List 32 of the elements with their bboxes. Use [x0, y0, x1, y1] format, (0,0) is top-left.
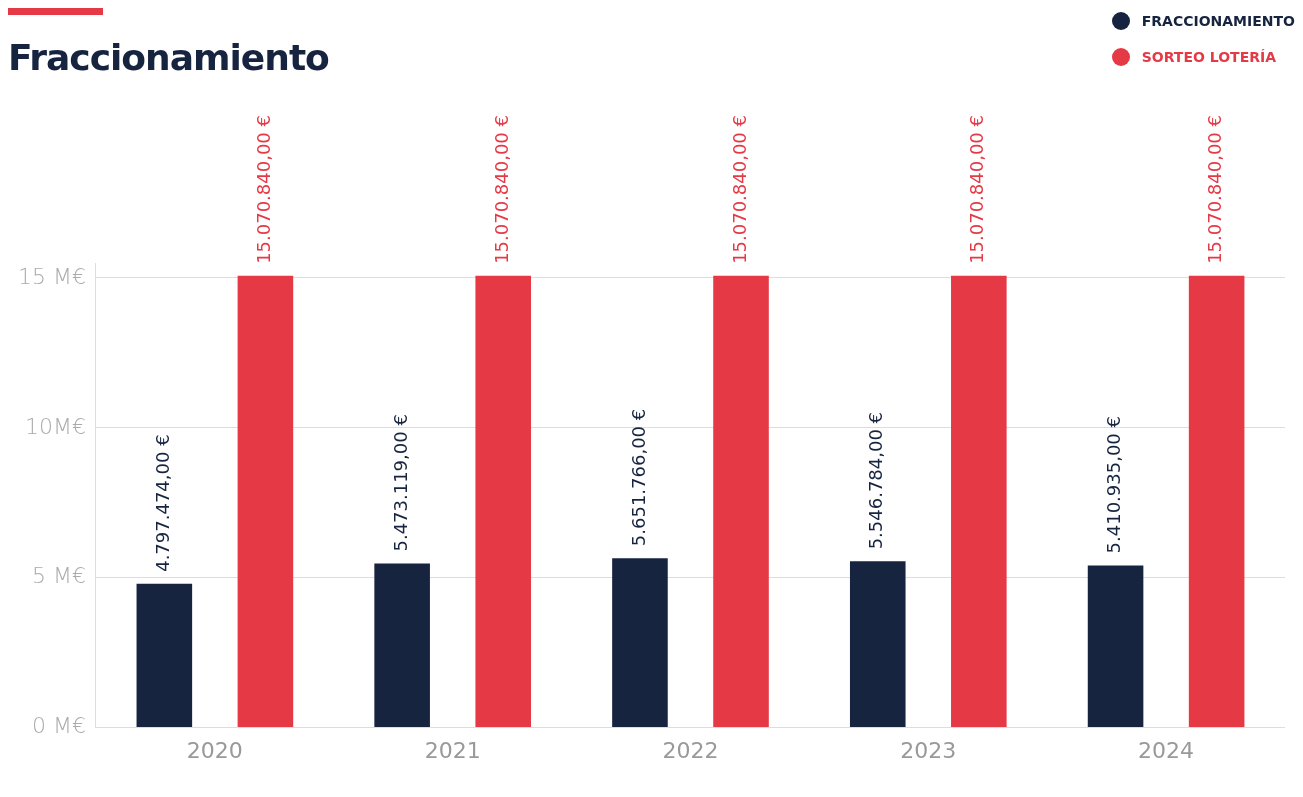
bar	[713, 275, 769, 728]
bar	[951, 275, 1007, 728]
data-label: 15.070.840,00 €	[966, 114, 988, 264]
y-tick-label: 15 M€	[18, 263, 86, 289]
bar	[1188, 275, 1245, 728]
data-label: 5.473.119,00 €	[389, 414, 411, 552]
bar	[237, 275, 294, 728]
x-tick-label: 2021	[424, 737, 481, 763]
legend-label: FRACCIONAMIENTO	[1141, 13, 1295, 29]
bar	[1087, 565, 1144, 728]
bar	[849, 561, 906, 728]
data-label: 15.070.840,00 €	[1204, 114, 1226, 264]
y-tick-label: 0 M€	[32, 713, 86, 739]
bar	[136, 583, 193, 728]
y-tick-label: 10M€	[24, 413, 86, 439]
data-label: 15.070.840,00 €	[728, 114, 750, 264]
y-tick-label: 5 M€	[32, 563, 86, 589]
bar	[374, 563, 430, 728]
data-label: 5.410.935,00 €	[1103, 415, 1125, 554]
data-label: 4.797.474,00 €	[152, 434, 174, 572]
legend-label: SORTEO LOTERÍA	[1141, 49, 1277, 65]
data-label: 5.546.784,00 €	[865, 411, 887, 550]
data-label: 15.070.840,00 €	[490, 114, 512, 264]
bar	[475, 275, 531, 728]
x-tick-label: 2023	[900, 737, 957, 763]
bar	[612, 558, 668, 728]
data-label: 15.070.840,00 €	[253, 114, 275, 264]
chart-title: Fraccionamiento	[8, 37, 329, 78]
x-tick-label: 2020	[186, 737, 243, 763]
x-tick-label: 2022	[662, 737, 719, 763]
x-tick-label: 2024	[1138, 737, 1195, 763]
data-label: 5.651.766,00 €	[627, 408, 649, 547]
